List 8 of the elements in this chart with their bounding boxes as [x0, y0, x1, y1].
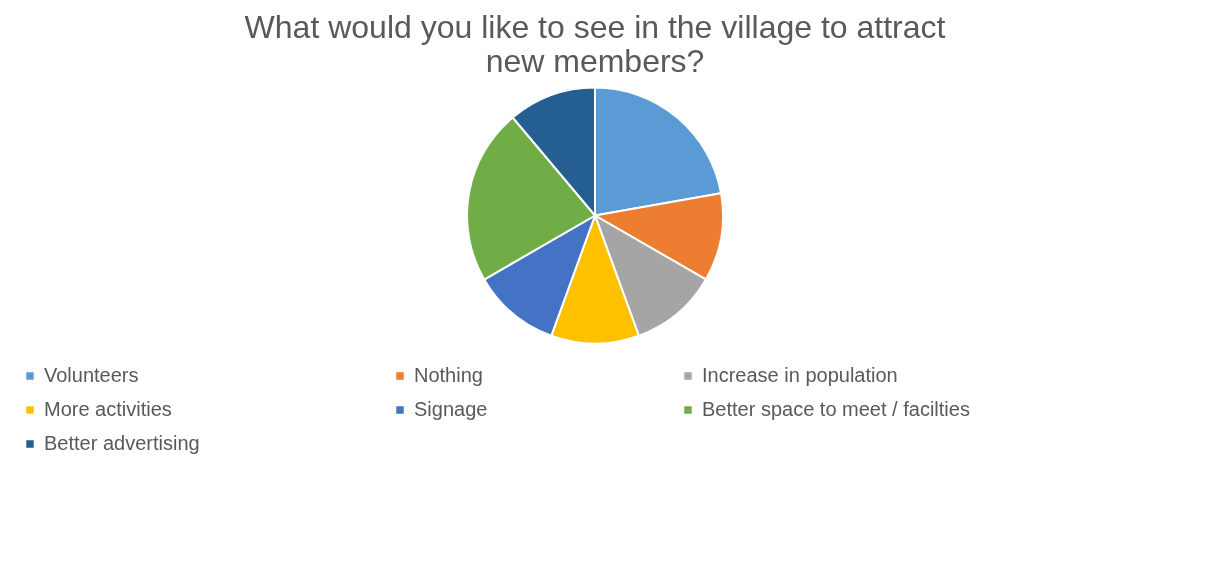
legend-label: Volunteers: [44, 364, 139, 386]
chart-title: What would you like to see in the village to attract new members?: [244, 9, 946, 79]
legend-label: Better advertising: [44, 432, 200, 454]
legend-label: Signage: [414, 398, 488, 420]
legend-label: Nothing: [414, 364, 483, 386]
legend-label: Increase in population: [702, 364, 898, 386]
legend-label: Better space to meet / facilties: [702, 398, 970, 420]
legend-label: More activities: [44, 398, 172, 420]
